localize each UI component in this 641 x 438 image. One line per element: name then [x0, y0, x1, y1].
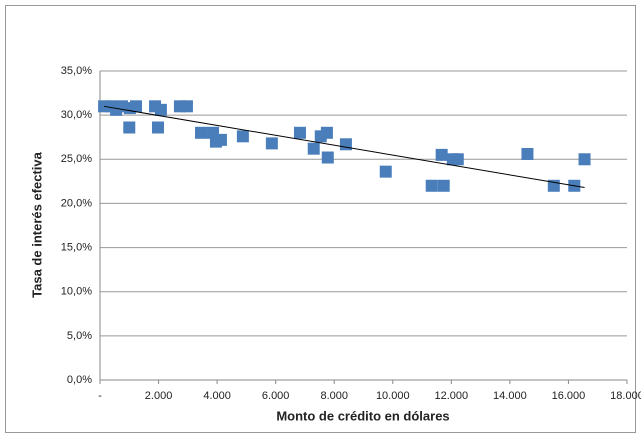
- y-tick-label: 15,0%: [61, 241, 92, 253]
- point: [130, 100, 143, 113]
- x-tick-label: 14.000: [493, 390, 527, 402]
- point: [425, 179, 438, 192]
- point: [578, 153, 591, 166]
- point: [180, 100, 193, 113]
- point: [154, 103, 167, 116]
- point: [320, 126, 333, 139]
- point: [123, 121, 136, 134]
- x-tick-label: 10.000: [376, 390, 410, 402]
- y-tick-label: 20,0%: [61, 197, 92, 209]
- point: [293, 126, 306, 139]
- y-tick-label: 10,0%: [61, 286, 92, 298]
- point: [451, 153, 464, 166]
- point: [195, 126, 208, 139]
- y-tick-label: 25,0%: [61, 153, 92, 165]
- y-tick-label: 35,0%: [61, 65, 92, 77]
- point: [236, 130, 249, 143]
- point: [521, 147, 534, 160]
- x-tick-label: 6.000: [262, 390, 290, 402]
- x-tick-label: 12.000: [435, 390, 469, 402]
- trendline: [104, 105, 585, 189]
- point: [151, 121, 164, 134]
- x-tick-label: -: [98, 390, 102, 402]
- point: [435, 148, 448, 161]
- y-axis-title: Tasa de interés efectiva: [29, 151, 44, 297]
- x-tick-label: 4.000: [203, 390, 231, 402]
- point: [379, 165, 392, 178]
- point: [307, 142, 320, 155]
- point: [265, 137, 278, 150]
- x-tick-label: 8.000: [320, 390, 348, 402]
- point: [437, 179, 450, 192]
- y-tick-label: 30,0%: [61, 109, 92, 121]
- y-tick-label: 0,0%: [67, 374, 92, 386]
- x-tick-label: 18.000: [610, 390, 641, 402]
- x-tick-label: 16.000: [552, 390, 586, 402]
- point: [214, 133, 227, 146]
- point: [339, 138, 352, 151]
- chart-frame: [5, 5, 636, 433]
- y-tick-label: 5,0%: [67, 330, 92, 342]
- x-tick-label: 2.000: [145, 390, 173, 402]
- point: [321, 151, 334, 164]
- x-axis-title: Monto de crédito en dólares: [276, 408, 449, 423]
